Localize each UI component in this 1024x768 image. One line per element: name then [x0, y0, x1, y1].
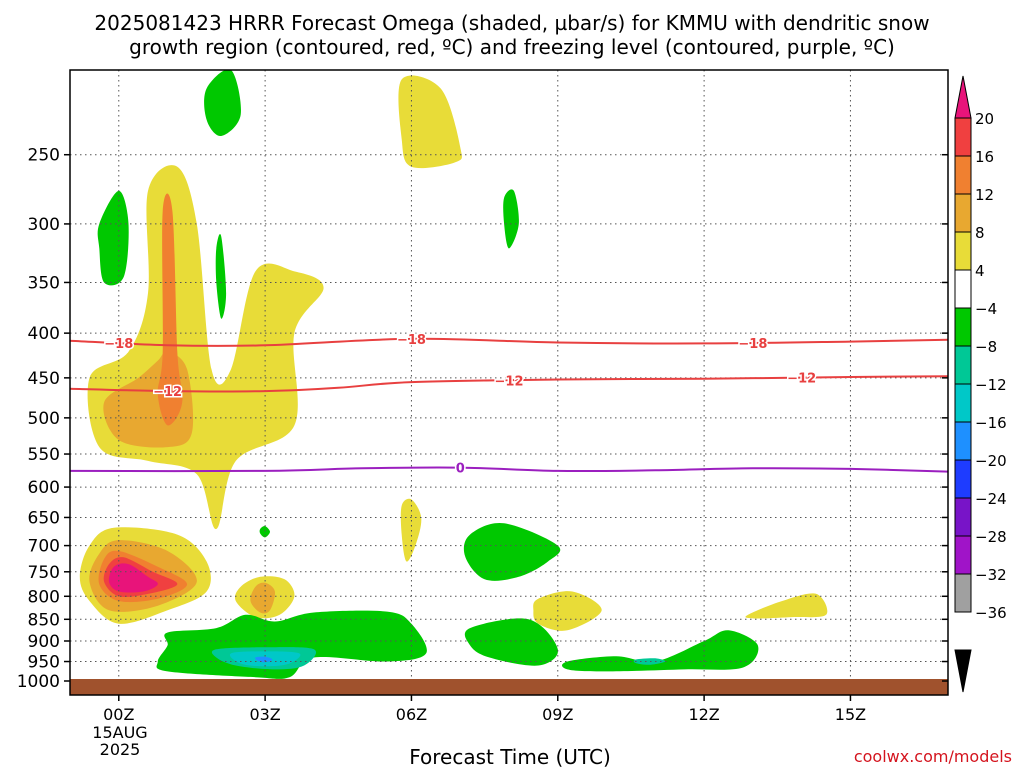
y-tick-label: 600 — [28, 478, 60, 498]
colorbar-cell — [954, 345, 972, 385]
colorbar-top-arrow — [954, 75, 972, 119]
x-axis-title: Forecast Time (UTC) — [409, 745, 611, 768]
colorbar-label: −4 — [975, 300, 997, 318]
omega-shading — [79, 70, 828, 679]
chart-title-line-2: growth region (contoured, red, ºC) and f… — [129, 35, 895, 59]
contour-label: −12 — [787, 372, 816, 387]
y-tick-label: 400 — [28, 324, 60, 344]
y-tick-label: 750 — [28, 563, 60, 583]
colorbar-cell — [954, 535, 972, 575]
colorbar-label: 16 — [975, 148, 994, 166]
y-tick-label: 700 — [28, 537, 60, 557]
omega-region — [215, 234, 227, 319]
colorbar: 20 16 12 8 4 −4 −8 −12 −16 −20 −24 −28 −32 −36 — [954, 75, 1007, 693]
chart-title-line-1: 2025081423 HRRR Forecast Omega (shaded, … — [94, 11, 929, 35]
y-tick-label: 900 — [28, 632, 60, 652]
omega-region — [204, 70, 241, 137]
colorbar-cell — [954, 459, 972, 499]
colorbar-label: −28 — [975, 528, 1007, 546]
colorbar-cell — [954, 421, 972, 461]
y-tick-label: 450 — [28, 369, 60, 389]
x-tick-label: 12Z — [688, 705, 719, 724]
omega-region — [254, 656, 273, 663]
contour-label: −12 — [495, 374, 524, 389]
colorbar-label: −36 — [975, 604, 1007, 622]
omega-region — [633, 658, 666, 665]
y-tick-label: 550 — [28, 445, 60, 465]
grid-lines — [70, 70, 948, 695]
colorbar-label: 8 — [975, 224, 985, 242]
omega-region — [250, 582, 276, 614]
colorbar-label: 20 — [975, 110, 994, 128]
colorbar-label: −8 — [975, 338, 997, 356]
colorbar-label: −16 — [975, 414, 1007, 432]
colorbar-cell — [954, 497, 972, 537]
contour-line — [70, 375, 948, 393]
colorbar-label: −32 — [975, 566, 1007, 584]
x-tick-label: 03Z — [249, 705, 280, 724]
x-tick-label: 06Z — [396, 705, 427, 724]
x-tick-label: 00Z — [103, 705, 134, 724]
contour-label: −18 — [738, 337, 767, 352]
y-tick-label: 950 — [28, 653, 60, 673]
omega-region — [503, 189, 519, 249]
colorbar-label: −24 — [975, 490, 1007, 508]
colorbar-cell — [954, 307, 972, 347]
x-tick-label: 15Z — [835, 705, 866, 724]
y-tick-label: 850 — [28, 610, 60, 630]
colorbar-label: 4 — [975, 262, 985, 280]
omega-region — [463, 523, 561, 581]
omega-region — [533, 591, 602, 631]
y-tick-label: 500 — [28, 409, 60, 429]
colorbar-cell — [954, 193, 972, 233]
contour-label: 0 — [456, 462, 465, 477]
omega-region — [157, 193, 183, 426]
colorbar-label: 12 — [975, 186, 994, 204]
omega-region — [259, 526, 270, 538]
colorbar-cell — [954, 155, 972, 195]
contour-label: −18 — [397, 333, 426, 348]
y-tick-label: 300 — [28, 215, 60, 235]
colorbar-label: −20 — [975, 452, 1007, 470]
omega-region — [108, 563, 158, 593]
date-year-label: 2025 — [100, 740, 141, 759]
colorbar-cell — [954, 383, 972, 423]
date-day-label: 15AUG — [92, 723, 147, 742]
y-tick-label: 650 — [28, 508, 60, 528]
colorbar-cell — [954, 573, 972, 613]
site-credit: coolwx.com/models — [854, 747, 1012, 766]
contour-line — [70, 337, 948, 348]
omega-region — [398, 75, 462, 169]
omega-region — [464, 618, 558, 666]
terrain-ground — [70, 679, 948, 695]
contour-label: −12 — [153, 385, 182, 400]
time-axis: 00Z 03Z 06Z 09Z 12Z 15Z — [103, 695, 866, 724]
plot-area — [70, 70, 948, 695]
temperature-contours: −18 −18 −18 −12 −12 −12 0 — [70, 331, 948, 478]
contour-line — [70, 466, 948, 473]
omega-region — [97, 190, 129, 286]
plot-frame — [69, 69, 949, 696]
colorbar-cell — [954, 231, 972, 271]
y-tick-label: 350 — [28, 273, 60, 293]
colorbar-cell — [954, 117, 972, 157]
colorbar-label: −12 — [975, 376, 1007, 394]
y-tick-label: 250 — [28, 146, 60, 166]
contour-label: −18 — [104, 337, 133, 352]
pressure-axis: 2503003504004505005506006507007508008509… — [17, 146, 948, 692]
y-tick-label: 800 — [28, 587, 60, 607]
colorbar-cell — [954, 269, 972, 309]
y-tick-label: 1000 — [17, 672, 60, 692]
omega-region — [745, 593, 828, 619]
x-tick-label: 09Z — [542, 705, 573, 724]
colorbar-bottom-arrow — [954, 649, 972, 693]
